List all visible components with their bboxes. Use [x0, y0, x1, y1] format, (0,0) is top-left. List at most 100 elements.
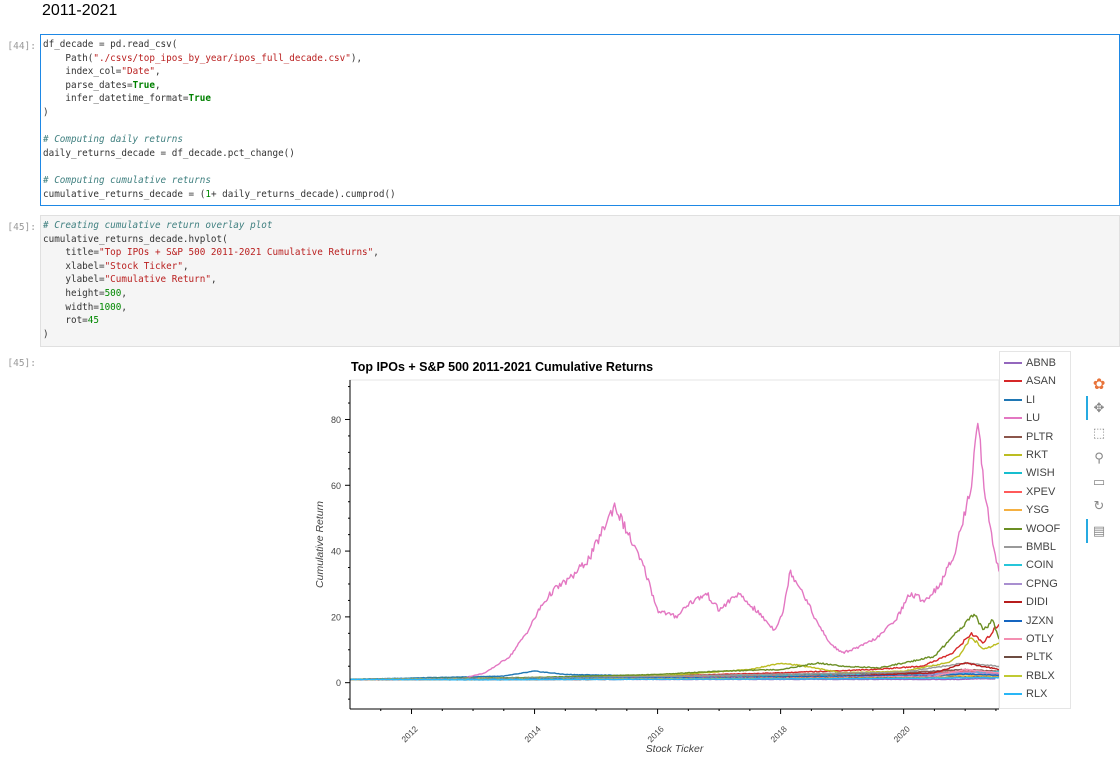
legend-label: ASAN [1026, 375, 1056, 388]
legend-swatch [1004, 380, 1022, 383]
legend-label: RKT [1026, 449, 1048, 461]
reset-icon[interactable]: ↻ [1093, 499, 1105, 514]
code-cell-hvplot[interactable]: # Creating cumulative return overlay plo… [40, 215, 1120, 347]
code-token: ylabel= [43, 274, 105, 286]
legend-label: OTLY [1026, 633, 1054, 645]
x-tick-label: 2018 [768, 724, 789, 745]
y-tick-label: 80 [331, 415, 341, 425]
legend-item-wish[interactable]: WISH [1004, 464, 1055, 482]
legend-label: COIN [1026, 559, 1054, 572]
y-tick-label: 40 [331, 547, 341, 557]
legend-item-asan[interactable]: ASAN [1004, 372, 1056, 390]
y-tick-label: 60 [331, 481, 341, 491]
legend-item-xpev[interactable]: XPEV [1004, 483, 1055, 501]
code-token: ) [43, 328, 49, 340]
legend-label: PLTR [1026, 430, 1054, 443]
y-tick-label: 20 [331, 612, 341, 622]
legend-swatch [1004, 490, 1022, 493]
code-token: , [182, 260, 189, 272]
code-token: cumulative_returns_decade = ( [43, 188, 206, 200]
legend-item-cpng[interactable]: CPNG [1004, 575, 1058, 593]
chart-legend: ABNB ASAN LI LU PLTR RKT WISH XPEV YSG WOOF BMBL CO… [999, 351, 1071, 709]
code-token: daily_returns_decade = df_decade.pct_cha… [43, 147, 295, 159]
code-line: height=500, [43, 287, 1117, 301]
code-token: # Computing cumulative returns [43, 174, 211, 186]
legend-item-abnb[interactable]: ABNB [1004, 354, 1056, 372]
code-line: # Creating cumulative return overlay plo… [43, 219, 1117, 233]
legend-swatch [1004, 693, 1022, 696]
legend-swatch [1004, 472, 1022, 475]
code-token: "./csvs/top_ipos_by_year/ipos_full_decad… [93, 52, 351, 64]
legend-swatch [1004, 362, 1022, 364]
legend-swatch [1004, 435, 1022, 438]
series-lines [349, 422, 1000, 681]
legend-item-rblx[interactable]: RBLX [1004, 667, 1055, 685]
code-line: rot=45 [43, 314, 1117, 328]
code-line: infer_datetime_format=True [43, 92, 1117, 106]
legend-label: WOOF [1026, 522, 1061, 535]
code-token: 1000 [98, 301, 122, 313]
code-line: Path("./csvs/top_ipos_by_year/ipos_full_… [43, 52, 1117, 66]
series-line-rlx [349, 676, 1000, 681]
active-tool-indicator [1086, 396, 1088, 420]
code-token: infer_datetime_format= [43, 93, 189, 105]
hover-icon[interactable]: ▤ [1092, 524, 1106, 539]
code-line: df_decade = pd.read_csv( [43, 38, 1117, 52]
legend-label: JZXN [1026, 614, 1054, 627]
legend-item-pltr[interactable]: PLTR [1004, 428, 1053, 446]
legend-item-woof[interactable]: WOOF [1004, 520, 1060, 538]
legend-label: LU [1026, 412, 1041, 425]
box-zoom-icon[interactable]: ⬚ [1092, 426, 1106, 441]
code-token: cumulative_returns_decade.hvplot( [43, 233, 228, 245]
code-token: ), [350, 52, 363, 64]
wheel-zoom-icon[interactable]: ⚲ [1094, 451, 1104, 466]
code-token: , [210, 274, 217, 286]
code-line: cumulative_returns_decade.hvplot( [43, 233, 1117, 247]
code-line: ) [43, 106, 1117, 120]
code-token: , [121, 287, 127, 299]
legend-label: RBLX [1026, 669, 1055, 682]
plot-frame [349, 379, 1000, 710]
code-token: df_decade = pd.read_csv( [43, 39, 178, 50]
code-token: "Date" [121, 66, 155, 78]
code-token: , [154, 66, 161, 78]
code-token: 500 [104, 287, 122, 299]
legend-item-otly[interactable]: OTLY [1004, 630, 1054, 648]
code-token: Path( [43, 52, 94, 64]
code-token: "Cumulative Return" [104, 274, 211, 286]
pan-icon[interactable]: ✥ [1093, 401, 1105, 416]
output-prompt-45: [45]: [7, 358, 36, 369]
legend-item-ysg[interactable]: YSG [1004, 501, 1049, 519]
legend-label: DIDI [1026, 596, 1048, 609]
legend-item-bmbl[interactable]: BMBL [1004, 538, 1056, 556]
legend-item-didi[interactable]: DIDI [1004, 593, 1048, 611]
legend-item-pltk[interactable]: PLTK [1004, 648, 1053, 666]
code-editor[interactable]: df_decade = pd.read_csv( Path("./csvs/to… [41, 35, 1119, 204]
code-line: xlabel="Stock Ticker", [43, 260, 1117, 274]
legend-swatch [1004, 564, 1022, 567]
legend-label: WISH [1026, 467, 1055, 480]
legend-swatch [1004, 619, 1022, 622]
legend-label: PLTK [1026, 651, 1053, 664]
legend-swatch [1004, 417, 1022, 420]
legend-item-jzxn[interactable]: JZXN [1004, 612, 1054, 630]
code-cell-read-csv[interactable]: df_decade = pd.read_csv( Path("./csvs/to… [40, 34, 1120, 206]
legend-item-rkt[interactable]: RKT [1004, 446, 1048, 464]
legend-item-lu[interactable]: LU [1004, 409, 1040, 427]
code-line: index_col="Date", [43, 65, 1117, 79]
code-token: xlabel= [43, 260, 105, 272]
code-editor[interactable]: # Creating cumulative return overlay plo… [41, 216, 1119, 344]
save-icon[interactable]: ▭ [1092, 475, 1106, 490]
legend-item-li[interactable]: LI [1004, 391, 1035, 409]
code-line: cumulative_returns_decade = (1+ daily_re… [43, 188, 1117, 202]
legend-item-rlx[interactable]: RLX [1004, 685, 1047, 703]
cell-prompt-44: [44]: [7, 41, 36, 52]
bokeh-logo-icon[interactable]: ✿ [1092, 375, 1106, 393]
legend-item-coin[interactable]: COIN [1004, 556, 1054, 574]
code-token: index_col= [43, 66, 122, 78]
x-tick-label: 2020 [891, 724, 912, 745]
legend-swatch [1004, 638, 1022, 640]
code-token: "Top IPOs + S&P 500 2011-2021 Cumulative… [98, 247, 374, 259]
code-token: ) [43, 106, 49, 118]
